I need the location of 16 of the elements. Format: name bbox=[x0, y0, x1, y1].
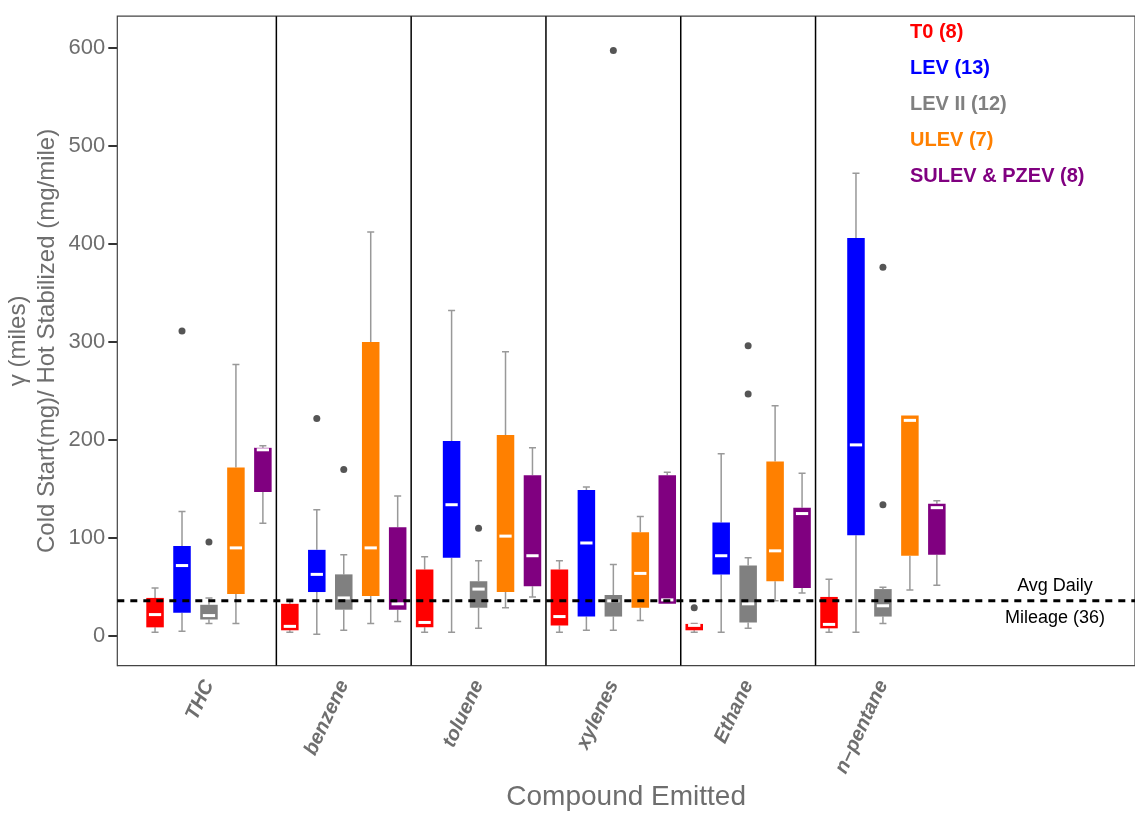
y-tick-label: 300 bbox=[68, 327, 106, 353]
text: LEV II (12) bbox=[910, 91, 1007, 114]
ref-line-label: Avg Daily Mileage (36) bbox=[1004, 574, 1106, 627]
y-tick-label: 100 bbox=[68, 524, 106, 550]
y-tick-label: 500 bbox=[68, 131, 106, 157]
text: SULEV & PZEV (8) bbox=[910, 163, 1085, 186]
text: T0 (8) bbox=[910, 19, 964, 42]
y-tick-label: 0 bbox=[93, 622, 106, 648]
y-tick-label: 200 bbox=[68, 426, 106, 452]
y-axis-title: γ (miles) Cold Start(mg)/ Hot Stabilized (mg/mile) bbox=[3, 128, 59, 553]
y-tick-label: 400 bbox=[68, 229, 106, 255]
y-tick-label: 600 bbox=[68, 33, 106, 59]
x-tick-label: THC bbox=[180, 675, 218, 723]
x-axis-title: Compound Emitted bbox=[506, 779, 746, 811]
text: LEV (13) bbox=[910, 55, 991, 78]
text: ULEV (7) bbox=[910, 127, 994, 150]
